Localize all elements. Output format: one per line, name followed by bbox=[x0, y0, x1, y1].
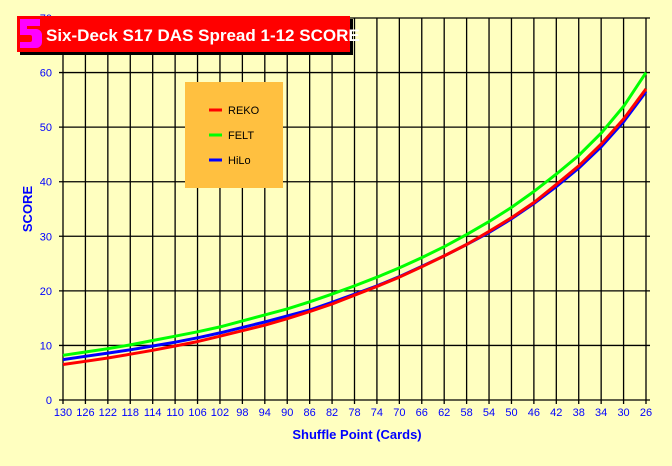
title-background bbox=[17, 16, 350, 52]
x-tick-label: 122 bbox=[99, 407, 117, 419]
x-tick-label: 30 bbox=[617, 407, 629, 419]
x-tick-label: 70 bbox=[393, 407, 405, 419]
y-axis-label: SCORE bbox=[20, 186, 35, 233]
x-tick-label: 38 bbox=[573, 407, 585, 419]
x-tick-label: 94 bbox=[259, 407, 271, 419]
x-tick-label: 50 bbox=[505, 407, 517, 419]
y-tick-label: 40 bbox=[40, 177, 52, 189]
y-tick-label: 20 bbox=[40, 286, 52, 298]
y-tick-label: 10 bbox=[40, 340, 52, 352]
legend-label-felt: FELT bbox=[228, 130, 254, 142]
x-tick-label: 46 bbox=[528, 407, 540, 419]
x-tick-label: 82 bbox=[326, 407, 338, 419]
y-tick-label: 50 bbox=[40, 122, 52, 134]
x-tick-label: 114 bbox=[144, 407, 162, 419]
x-tick-label: 110 bbox=[166, 407, 184, 419]
x-tick-label: 130 bbox=[54, 407, 72, 419]
x-tick-label: 54 bbox=[483, 407, 495, 419]
x-tick-label: 62 bbox=[438, 407, 450, 419]
y-tick-label: 60 bbox=[40, 68, 52, 80]
x-tick-label: 126 bbox=[76, 407, 94, 419]
x-axis-label: Shuffle Point (Cards) bbox=[292, 427, 421, 442]
legend-box bbox=[185, 82, 283, 188]
legend: REKO FELT HiLo bbox=[185, 82, 283, 188]
logo-icon bbox=[20, 19, 42, 48]
x-tick-label: 74 bbox=[371, 407, 383, 419]
x-tick-label: 90 bbox=[281, 407, 293, 419]
grid bbox=[59, 17, 650, 404]
chart-title: Six-Deck S17 DAS Spread 1-12 SCORE bbox=[46, 26, 360, 45]
x-tick-label: 118 bbox=[121, 407, 139, 419]
x-tick-label: 26 bbox=[640, 407, 652, 419]
title-box: Six-Deck S17 DAS Spread 1-12 SCORE bbox=[17, 16, 360, 55]
x-tick-label: 66 bbox=[416, 407, 428, 419]
legend-label-hilo: HiLo bbox=[228, 155, 251, 167]
y-tick-label: 30 bbox=[40, 231, 52, 243]
x-tick-label: 102 bbox=[211, 407, 229, 419]
legend-label-reko: REKO bbox=[228, 105, 260, 117]
y-tick-label: 0 bbox=[46, 395, 52, 407]
series-line-felt bbox=[62, 71, 648, 357]
x-tick-label: 34 bbox=[595, 407, 607, 419]
x-tick-label: 98 bbox=[236, 407, 248, 419]
x-tick-label: 78 bbox=[348, 407, 360, 419]
x-tick-label: 86 bbox=[304, 407, 316, 419]
series-line-reko bbox=[62, 88, 648, 366]
x-tick-label: 106 bbox=[188, 407, 206, 419]
x-tick-label: 42 bbox=[550, 407, 562, 419]
x-tick-label: 58 bbox=[460, 407, 472, 419]
tick-labels: 130 126 122 118 114 110 106 102 98 94 90 86 82 78 74 70… bbox=[40, 13, 652, 419]
series-lines bbox=[62, 71, 648, 366]
